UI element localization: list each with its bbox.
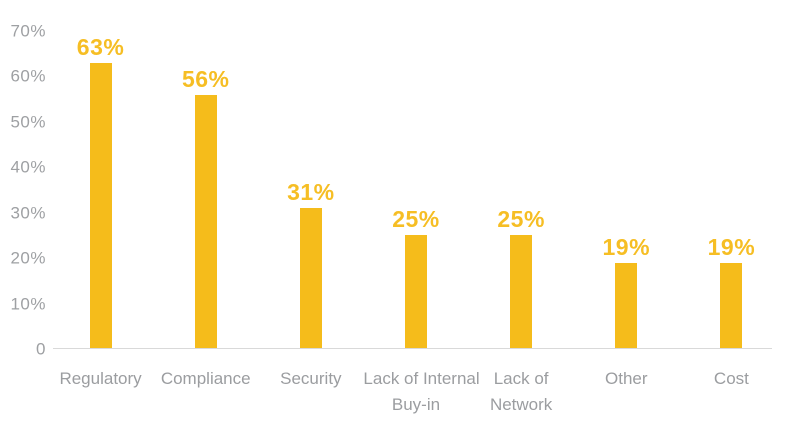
category-label: Regulatory xyxy=(59,369,142,388)
bar-value-label: 25% xyxy=(392,206,440,233)
bar-group: 63% xyxy=(48,31,153,349)
bar xyxy=(89,62,112,349)
y-tick-label: 60% xyxy=(10,66,46,86)
y-axis: 0 10% 20% 30% 40% 50% 60% 70% xyxy=(0,23,46,358)
category-label: Lack of Internal Buy-in xyxy=(363,369,480,414)
bar-group: 56% xyxy=(153,31,258,349)
bar xyxy=(510,235,533,349)
bar-group: 25% xyxy=(363,31,468,349)
y-tick-label: 50% xyxy=(10,112,46,132)
bar-value-label: 25% xyxy=(497,206,545,233)
bars-row: 63% 56% 31% 25% 25% 19% 19% xyxy=(48,31,784,349)
category-label: Lack of Network xyxy=(489,369,553,414)
bar-group: 25% xyxy=(469,31,574,349)
category-label: Other xyxy=(605,369,648,388)
bar-value-label: 56% xyxy=(181,65,230,92)
bar-group: 31% xyxy=(258,31,363,349)
bar xyxy=(615,262,638,349)
bar-value-label: 19% xyxy=(602,233,651,260)
y-tick-label: 40% xyxy=(10,157,46,177)
y-tick-label: 20% xyxy=(10,248,46,268)
category-label: Security xyxy=(280,369,342,388)
y-tick-label: 30% xyxy=(10,203,46,223)
category-label: Compliance xyxy=(160,369,251,388)
y-tick-label: 10% xyxy=(10,294,46,314)
bar xyxy=(194,94,217,349)
bar-group: 19% xyxy=(679,31,784,349)
bar-value-label: 31% xyxy=(287,179,335,206)
y-tick-label: 70% xyxy=(10,21,46,41)
plot-area: 63% 56% 31% 25% 25% 19% 19% Regulatory Complian… xyxy=(48,31,784,414)
x-axis-labels: Regulatory Compliance Security Lack of Inte… xyxy=(48,366,784,417)
y-tick-label: 0 xyxy=(36,339,46,359)
bar-value-label: 63% xyxy=(76,33,125,60)
bar-value-label: 19% xyxy=(707,233,756,260)
bar xyxy=(404,235,427,349)
x-axis-line xyxy=(53,348,772,349)
category-label: Cost xyxy=(713,369,749,388)
bar-group: 19% xyxy=(574,31,679,349)
bar xyxy=(299,208,322,349)
bar xyxy=(720,262,743,349)
